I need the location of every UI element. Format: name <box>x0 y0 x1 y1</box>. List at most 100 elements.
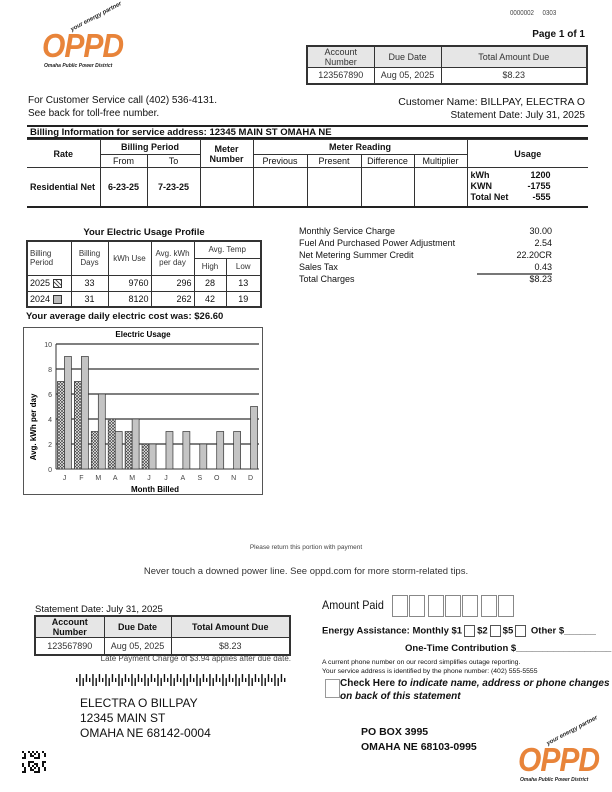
usage-profile-table: Billing Period Billing Days kWh Use Avg.… <box>26 240 262 308</box>
bar-2025-A <box>107 418 116 470</box>
code-1: 0000002 <box>510 10 534 17</box>
x-tick-label: D <box>248 475 253 482</box>
total-charges-row: Total Charges $8.23 <box>299 273 552 286</box>
charge-row: Sales Tax 0.43 <box>299 262 552 274</box>
x-tick-label: A <box>181 475 186 482</box>
check-line2: on back of this statement <box>340 691 461 702</box>
col-low: Low <box>225 257 262 276</box>
col-billing-days: Billing Days <box>70 240 109 276</box>
col-high: High <box>193 257 227 276</box>
address-line: ELECTRA O BILLPAY <box>80 696 198 710</box>
header-total: Total Amount Due <box>170 615 291 638</box>
bar-2025-F <box>74 381 82 470</box>
bar-2024-A <box>182 431 191 470</box>
charges-list: Monthly Service Charge 30.00 Fuel And Pur… <box>299 226 552 286</box>
return-note: Please return this portion with payment <box>249 544 363 551</box>
x-tick-label: J <box>164 475 168 482</box>
bar-2024-J <box>148 443 157 470</box>
energy-assistance: Energy Assistance: Monthly $1 $2 $5 Other … <box>322 625 596 637</box>
col-meter: Meter Number <box>199 139 254 168</box>
x-tick-label: M <box>129 475 135 482</box>
document-codes: 0000002 0303 <box>510 10 556 17</box>
statement-date: Statement Date: July 31, 2025 <box>450 110 585 121</box>
header-due: Due Date <box>373 45 442 68</box>
address-line: OMAHA NE 68142-0004 <box>80 726 211 740</box>
summary-table: Account Number Due Date Total Amount Due 1… <box>306 45 588 85</box>
days: 31 <box>70 290 109 308</box>
charge-label: Sales Tax <box>299 262 338 272</box>
bar-2025-J <box>141 443 150 470</box>
charge-value: 22.20CR <box>516 250 552 260</box>
charge-label: Fuel And Purchased Power Adjustment <box>299 238 456 248</box>
y-tick-label: 6 <box>48 392 52 399</box>
col-usage: Usage <box>466 139 588 168</box>
x-tick-label: F <box>79 475 83 482</box>
billing-table: Rate Billing Period Meter Number Meter R… <box>27 139 588 208</box>
usage-value: 1200 <box>530 170 551 181</box>
bar-2024-F <box>81 356 89 470</box>
col-avg-temp: Avg. Temp <box>193 240 262 259</box>
y-tick-label: 4 <box>48 417 52 424</box>
phone-note: A current phone number on our record sim… <box>322 659 521 666</box>
x-tick-label: J <box>63 475 66 482</box>
bar-2025-M <box>90 431 99 470</box>
usage-value: -555 <box>532 192 551 203</box>
charge-row: Net Metering Summer Credit 22.20CR <box>299 250 552 262</box>
checkbox-1[interactable] <box>464 625 476 637</box>
check-here: Check Here <box>340 678 396 689</box>
x-tick-label: M <box>95 475 101 482</box>
avg: 262 <box>150 290 195 308</box>
bar-2024-J <box>64 356 72 470</box>
change-checkbox[interactable] <box>325 679 340 698</box>
avg: 296 <box>150 274 195 292</box>
usage-label: kWh <box>470 170 490 181</box>
to-value: 7-23-25 <box>146 167 201 207</box>
header-total: Total Amount Due <box>440 45 588 68</box>
charge-value: 30.00 <box>529 226 552 236</box>
remit-address: PO BOX 3995 OMAHA NE 68103-0995 <box>361 725 477 755</box>
col-rate: Rate <box>27 139 101 168</box>
page-number: Page 1 of 1 <box>532 29 585 40</box>
charge-value: 0.43 <box>534 262 552 272</box>
bar-2024-J <box>165 431 174 470</box>
one-time-contribution[interactable]: One-Time Contribution $_________________… <box>405 643 612 654</box>
x-tick-label: S <box>197 475 202 482</box>
period: 2024 <box>30 293 51 304</box>
late-payment-note: Late Payment Charge of $3.94 applies aft… <box>100 654 291 663</box>
low: 19 <box>225 290 262 308</box>
checkbox-2[interactable] <box>489 625 501 637</box>
energy-other[interactable]: Other $______ <box>530 625 596 637</box>
remit-city: OMAHA NE 68103-0995 <box>361 741 477 753</box>
change-note: Check Here to indicate name, address or … <box>340 677 610 703</box>
charge-row: Monthly Service Charge 30.00 <box>299 226 552 238</box>
safety-message: Never touch a downed power line. See opp… <box>143 566 469 577</box>
stub-summary-table: Account Number Due Date Total Amount Due 1… <box>34 615 291 656</box>
logo-word: OPPD <box>42 28 124 65</box>
from-value: 6-23-25 <box>99 167 148 207</box>
customer-service-line: For Customer Service call (402) 536-4131… <box>28 95 217 106</box>
bar-2025-M <box>124 431 133 470</box>
usage-value: -1755 <box>527 181 551 192</box>
col-difference: Difference <box>360 154 415 168</box>
charge-value: 2.54 <box>534 238 552 248</box>
checkbox-5[interactable] <box>515 625 527 637</box>
total-due: $8.23 <box>170 637 291 655</box>
x-axis-label: Month Billed <box>131 485 179 494</box>
bar-2024-M <box>131 418 140 470</box>
y-tick-label: 10 <box>44 342 52 349</box>
x-tick-label: A <box>113 475 118 482</box>
total-divider <box>477 273 552 275</box>
y-tick-label: 8 <box>48 367 52 374</box>
postal-barcode <box>76 674 286 686</box>
account-number: 123567890 <box>306 67 375 84</box>
col-reading: Meter Reading <box>252 139 468 155</box>
bar-2024-S <box>199 443 208 470</box>
charge-label: Monthly Service Charge <box>299 226 396 236</box>
usage-label: KWN <box>470 181 493 192</box>
col-billing-period: Billing Period <box>26 240 72 276</box>
col-avg-kwh: Avg. kWh per day <box>150 240 195 276</box>
col-to: To <box>146 154 201 168</box>
profile-row-2025: 2025 33 9760 296 28 13 <box>26 274 262 292</box>
charge-row: Fuel And Purchased Power Adjustment 2.54 <box>299 238 552 250</box>
y-axis-label: Avg. kWh per day <box>29 393 38 460</box>
